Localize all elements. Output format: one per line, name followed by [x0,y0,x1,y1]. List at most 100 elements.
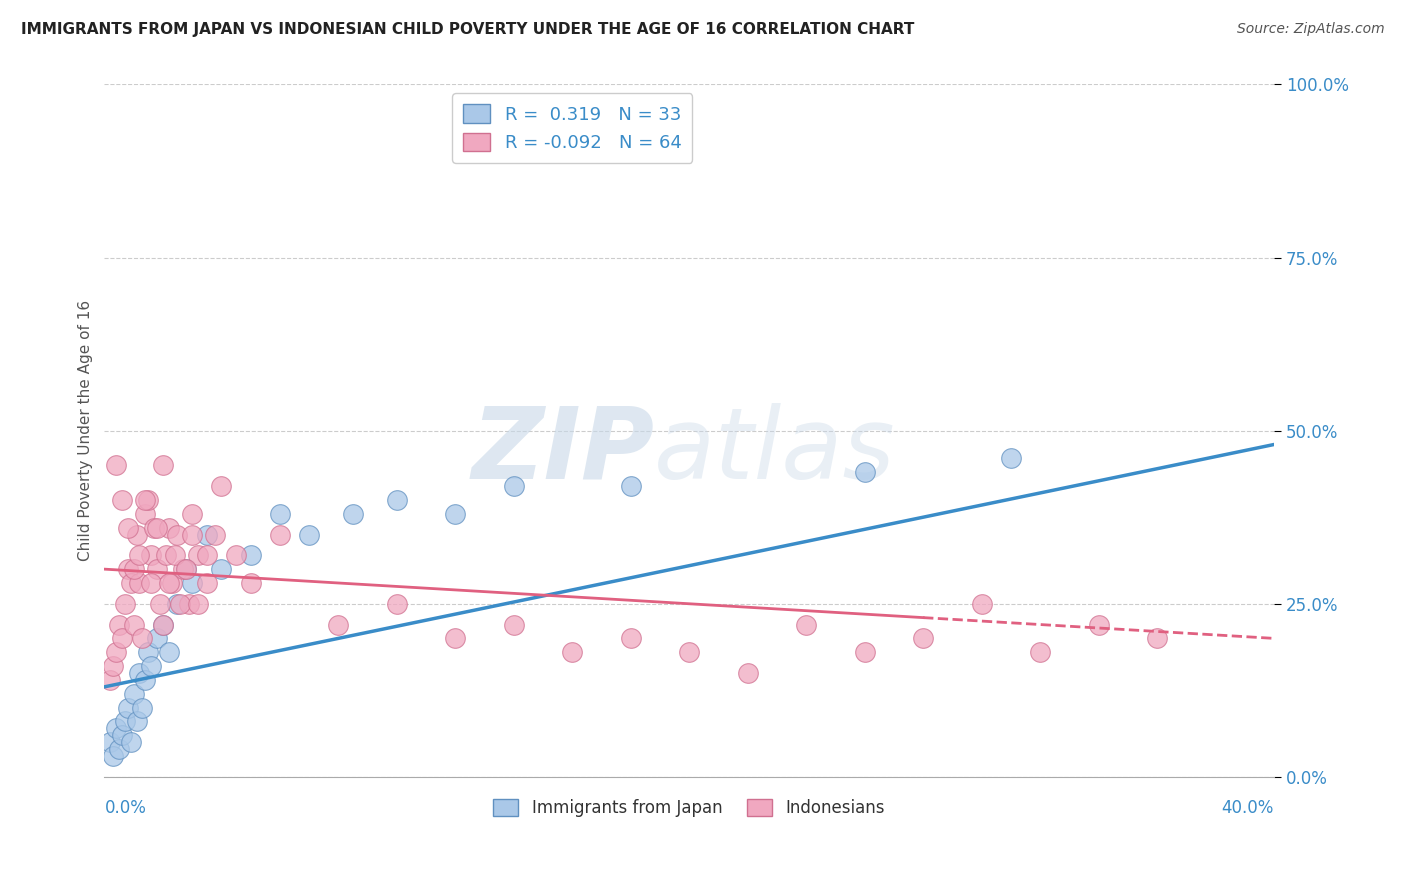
Point [105,722,128,736]
Point [620,479,643,493]
Point [444,507,467,521]
Point [912,632,935,646]
Point [737,665,759,680]
Point [385,492,408,507]
Point [131,700,153,714]
Point [157,645,180,659]
Point [187,549,209,563]
Point [853,465,876,479]
Point [204,527,226,541]
Point [122,687,145,701]
Point [385,597,408,611]
Point [328,617,350,632]
Point [125,714,148,729]
Text: ZIP: ZIP [471,403,654,500]
Point [1000,451,1022,466]
Point [141,549,163,563]
Text: IMMIGRANTS FROM JAPAN VS INDONESIAN CHILD POVERTY UNDER THE AGE OF 16 CORRELATIO: IMMIGRANTS FROM JAPAN VS INDONESIAN CHIL… [21,22,914,37]
Point [152,617,174,632]
Point [134,673,156,687]
Point [225,549,247,563]
Point [146,632,169,646]
Point [853,645,876,659]
Point [98,735,121,749]
Point [136,645,159,659]
Text: atlas: atlas [654,403,896,500]
Point [134,492,156,507]
Point [970,597,993,611]
Point [146,562,169,576]
Text: Source: ZipAtlas.com: Source: ZipAtlas.com [1237,22,1385,37]
Point [125,527,148,541]
Point [122,617,145,632]
Point [141,576,163,591]
Point [166,527,188,541]
Point [444,632,467,646]
Point [122,562,145,576]
Point [179,597,201,611]
Point [561,645,583,659]
Point [120,735,142,749]
Point [502,479,524,493]
Point [172,562,194,576]
Point [342,507,364,521]
Point [136,492,159,507]
Point [152,458,174,473]
Point [117,562,139,576]
Point [1087,617,1109,632]
Point [101,749,124,764]
Point [105,645,128,659]
Point [128,576,150,591]
Point [181,576,204,591]
Point [120,576,142,591]
Point [117,520,139,534]
Point [134,507,156,521]
Point [174,562,197,576]
Text: 40.0%: 40.0% [1222,799,1274,817]
Point [114,714,136,729]
Point [163,549,186,563]
Point [195,549,218,563]
Point [794,617,817,632]
Point [141,659,163,673]
Point [98,673,121,687]
Point [239,576,262,591]
Point [269,507,291,521]
Point [174,562,197,576]
Point [195,527,218,541]
Point [143,520,166,534]
Point [1029,645,1052,659]
Point [209,479,232,493]
Point [117,700,139,714]
Point [152,617,174,632]
Point [146,520,169,534]
Point [187,597,209,611]
Point [620,632,643,646]
Y-axis label: Child Poverty Under the Age of 16: Child Poverty Under the Age of 16 [79,300,93,561]
Point [157,576,180,591]
Point [114,597,136,611]
Point [181,527,204,541]
Point [678,645,700,659]
Point [1146,632,1168,646]
Point [108,742,131,756]
Point [111,492,134,507]
Point [131,632,153,646]
Point [298,527,321,541]
Point [502,617,524,632]
Point [166,597,188,611]
Point [105,458,128,473]
Point [128,665,150,680]
Point [181,507,204,521]
Point [269,527,291,541]
Point [209,562,232,576]
Legend: Immigrants from Japan, Indonesians: Immigrants from Japan, Indonesians [486,792,891,824]
Point [160,576,183,591]
Point [111,632,134,646]
Point [101,659,124,673]
Text: 0.0%: 0.0% [104,799,146,817]
Point [108,617,131,632]
Point [111,728,134,742]
Point [195,576,218,591]
Point [169,597,191,611]
